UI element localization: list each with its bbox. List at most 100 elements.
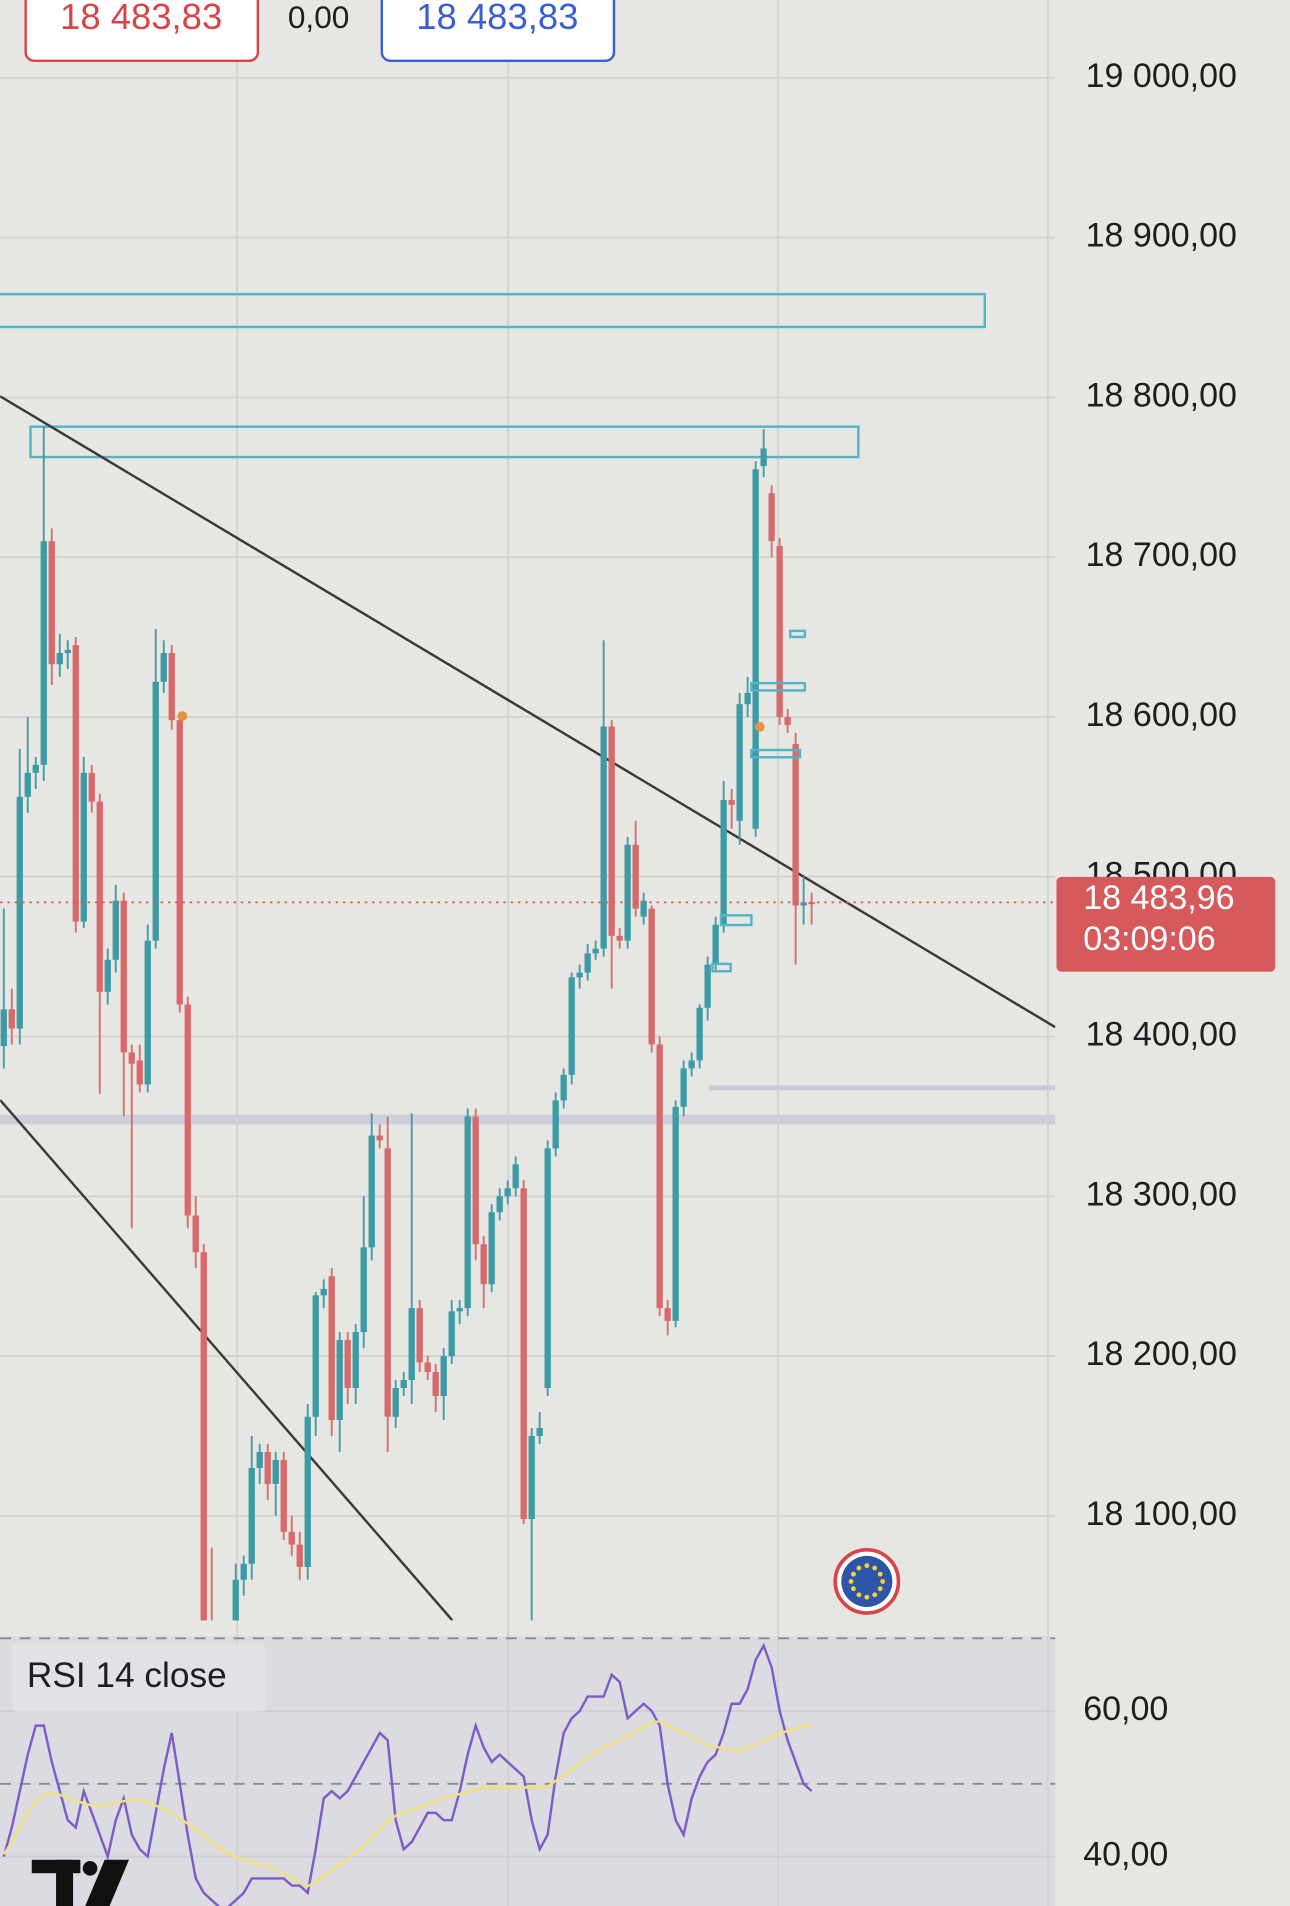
candle-body	[368, 1135, 375, 1248]
candle-body	[136, 1060, 143, 1085]
candle-body	[8, 1009, 15, 1029]
candle-body	[480, 1244, 487, 1285]
y-tick-label: 18 700,00	[1086, 536, 1237, 574]
indicator-title: RSI 14 close	[27, 1656, 227, 1695]
marker-dot	[755, 722, 765, 732]
candle-body	[272, 1459, 279, 1484]
candle-body	[664, 1308, 671, 1321]
drawings	[0, 292, 1056, 1621]
y-tick-label: 18 800,00	[1086, 376, 1237, 414]
indicator-label-box[interactable]	[12, 1643, 266, 1712]
candle-body	[16, 796, 23, 1029]
candle-body	[568, 977, 575, 1075]
candle-body	[504, 1188, 511, 1197]
candle-body	[328, 1276, 335, 1420]
candle-body	[448, 1311, 455, 1357]
candle-body	[320, 1288, 327, 1296]
candle-body	[464, 1116, 471, 1309]
candle-body	[88, 772, 95, 802]
candle-body	[760, 448, 767, 467]
candle-body	[536, 1427, 543, 1436]
y-tick-label: 18 600,00	[1086, 696, 1237, 734]
candle-body	[424, 1362, 431, 1373]
candle-body	[232, 1579, 239, 1621]
bid-price: 18 483,83	[60, 0, 222, 37]
event-icon[interactable]	[833, 1548, 901, 1615]
rsi-lines	[2, 1642, 813, 1906]
candle-body	[392, 1388, 399, 1417]
candle-body	[520, 1188, 527, 1520]
candle-body	[640, 900, 647, 917]
candle-body	[176, 720, 183, 1005]
candle-body	[472, 1116, 479, 1245]
candle-body	[632, 844, 639, 909]
zone	[29, 425, 860, 459]
candle-body	[40, 541, 47, 765]
candle-body	[768, 493, 775, 542]
last-price-label: 18 483,96	[1083, 879, 1234, 917]
candle-body	[48, 541, 55, 665]
candle-body	[792, 744, 799, 906]
candle-body	[152, 681, 159, 941]
trend-line	[0, 1099, 454, 1621]
candle-body	[296, 1544, 303, 1567]
candle-body	[608, 726, 615, 936]
candle-body	[64, 649, 71, 654]
candle-body	[344, 1340, 351, 1389]
candle-body	[456, 1308, 463, 1312]
candle-body	[384, 1148, 391, 1417]
candle-body	[104, 959, 111, 992]
candle-body	[280, 1459, 287, 1532]
candle-body	[312, 1295, 319, 1417]
candle-body	[648, 908, 655, 1045]
y-tick-label: 18 200,00	[1086, 1335, 1237, 1373]
candle-body	[160, 653, 167, 682]
candle-body	[624, 844, 631, 941]
marker	[750, 681, 807, 692]
candle-body	[672, 1106, 679, 1321]
y-tick-label: 19 000,00	[1086, 57, 1237, 95]
candle-body	[784, 716, 791, 725]
candle-body	[144, 940, 151, 1085]
zone	[0, 292, 986, 329]
candle-body	[336, 1340, 343, 1420]
candle-body	[168, 653, 175, 721]
marker	[711, 962, 732, 973]
ask-price: 18 483,83	[416, 0, 578, 37]
candle-body	[200, 1252, 207, 1621]
candle-body	[408, 1308, 415, 1381]
candle-body	[680, 1068, 687, 1107]
grid-layer	[0, 76, 1056, 1858]
y-tick-label: 18 400,00	[1086, 1015, 1237, 1053]
candle-body	[360, 1247, 367, 1333]
candle-body	[192, 1215, 199, 1253]
candle-body	[752, 469, 759, 829]
markers	[177, 629, 807, 973]
marker	[719, 914, 753, 927]
candle-body	[264, 1451, 271, 1484]
candle-body	[656, 1044, 663, 1309]
candle-body	[184, 1004, 191, 1216]
trend-line	[0, 395, 1056, 1029]
candle-body	[696, 1007, 703, 1061]
candle-body	[0, 1009, 7, 1047]
bid-box[interactable]	[24, 0, 260, 62]
candle-body	[512, 1164, 519, 1189]
candle-body	[72, 645, 79, 922]
candle-body	[576, 972, 583, 978]
y-tick-label: 18 300,00	[1086, 1175, 1237, 1213]
candle-body	[560, 1074, 567, 1101]
rsi-line	[2, 1642, 813, 1906]
candle-body	[496, 1196, 503, 1213]
candle-body	[712, 924, 719, 965]
candle-body	[112, 900, 119, 960]
candle-body	[256, 1451, 263, 1468]
countdown: 03:09:06	[1083, 920, 1215, 958]
candle-body	[120, 900, 127, 1053]
y-tick-label: 60,00	[1083, 1690, 1168, 1728]
ask-box[interactable]	[380, 0, 616, 62]
candle-body	[432, 1372, 439, 1397]
candle-body	[600, 726, 607, 949]
candle-body	[400, 1380, 407, 1389]
rsi-line	[2, 1719, 812, 1888]
